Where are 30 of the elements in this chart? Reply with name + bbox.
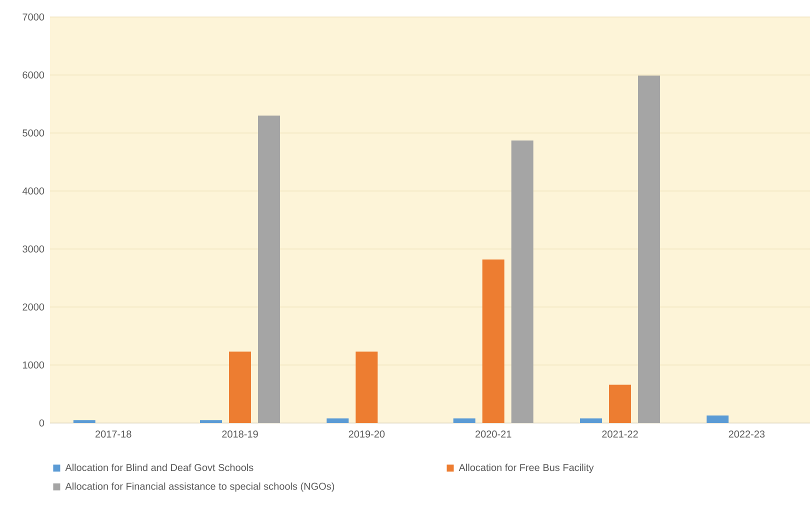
y-tick-label: 7000: [22, 13, 44, 21]
bar: [200, 420, 222, 423]
x-tick-label: 2017-18: [95, 430, 132, 438]
y-tick-label: 4000: [22, 187, 44, 195]
y-tick-label: 0: [39, 419, 44, 427]
bar: [356, 352, 378, 423]
bar: [580, 418, 602, 423]
bar: [229, 352, 251, 423]
bar: [609, 384, 632, 423]
y-tick-label: 2000: [22, 303, 44, 311]
y-tick-label: 5000: [22, 129, 44, 137]
y-tick-label: 3000: [22, 245, 44, 253]
x-tick-label: 2022-23: [728, 430, 765, 438]
y-tick-label: 6000: [22, 71, 44, 79]
bar: [638, 76, 660, 423]
bar: [73, 420, 96, 423]
legend-label: Allocation for Blind and Deaf Govt Schools: [65, 464, 254, 472]
bar: [453, 418, 476, 423]
y-tick-label: 1000: [22, 361, 44, 369]
legend-label: Allocation for Free Bus Facility: [458, 464, 594, 474]
legend-label: Allocation for Financial assistance to special schools (NGOs): [65, 482, 334, 492]
bar: [326, 418, 349, 423]
bar: [706, 415, 729, 423]
x-tick-label: 2019-20: [348, 430, 385, 438]
x-tick-label: 2021-22: [602, 430, 638, 438]
bar: [258, 116, 280, 423]
x-tick-label: 2020-21: [475, 430, 512, 438]
bar: [511, 140, 534, 423]
x-tick-label: 2018-19: [222, 430, 258, 438]
bar: [482, 259, 504, 423]
